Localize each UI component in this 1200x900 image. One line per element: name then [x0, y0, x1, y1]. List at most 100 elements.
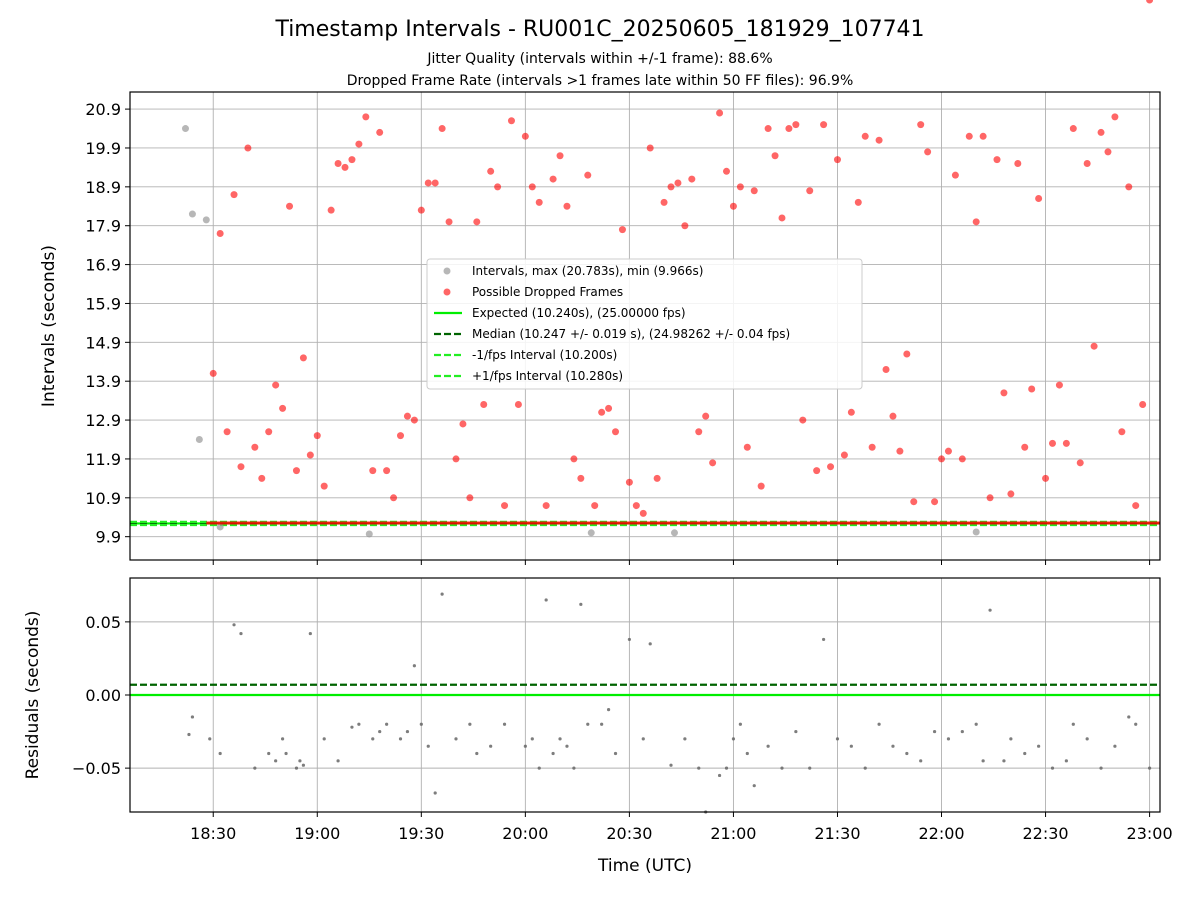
dropped-frame-point	[1069, 125, 1077, 133]
residual-point	[1002, 759, 1006, 763]
interval-point	[670, 529, 678, 537]
dropped-frame-point	[258, 474, 266, 482]
dropped-frame-point	[237, 463, 245, 471]
dropped-frame-point	[646, 144, 654, 152]
dropped-frame-point	[1055, 381, 1063, 389]
intervals-y-tick-label: 13.9	[85, 372, 121, 391]
residual-point	[724, 766, 729, 770]
dropped-frame-point	[1000, 389, 1008, 397]
dropped-frame-point	[757, 482, 765, 490]
residual-point	[412, 664, 416, 668]
dropped-frame-point	[348, 156, 356, 164]
dropped-frame-point	[320, 482, 328, 490]
legend: Intervals, max (20.783s), min (9.966s) P…	[426, 258, 863, 390]
residuals-axes-border	[129, 577, 1161, 813]
dropped-frame-point	[771, 152, 779, 160]
residual-point	[974, 722, 978, 726]
intervals-panel: 9.9 10.9 11.9 12.9 13.9 14.9 15.9 16.9 17.9 18.9 1…	[39, 0, 1161, 565]
intervals-y-tick-label: 9.9	[96, 528, 121, 547]
residual-point	[232, 623, 236, 627]
interval-point	[195, 436, 203, 444]
x-axis-label: Time (UTC)	[597, 856, 692, 876]
residual-point	[475, 751, 479, 756]
dropped-frame-point	[563, 202, 571, 210]
dropped-frame-point	[938, 455, 946, 463]
dropped-frame-point	[667, 183, 675, 191]
residual-point	[208, 737, 212, 741]
dropped-frame-point	[286, 202, 294, 210]
dropped-frame-point	[223, 428, 231, 436]
legend-entry-minus-fps: -1/fps Interval (10.200s)	[434, 348, 617, 362]
dropped-frame-point	[931, 498, 939, 506]
residual-point	[932, 729, 937, 734]
residual-point	[572, 766, 576, 770]
residual-point	[613, 751, 618, 756]
residuals-y-tick-label: 0.05	[85, 613, 121, 632]
legend-label-expected: Expected (10.240s), (25.00000 fps)	[472, 306, 686, 320]
dropped-frame-point	[1021, 443, 1029, 451]
dropped-frame-point	[410, 416, 418, 424]
residual-point	[298, 759, 302, 763]
dropped-frame-point	[889, 412, 897, 420]
residual-point	[794, 729, 798, 734]
dropped-frame-point	[965, 132, 973, 140]
residual-point	[454, 737, 458, 741]
dropped-frame-point	[799, 416, 807, 424]
dropped-frame-point	[1028, 385, 1036, 393]
residual-point	[489, 744, 493, 748]
residual-point	[849, 744, 853, 748]
dropped-frame-point	[521, 132, 529, 140]
residual-point	[988, 608, 992, 612]
dropped-frame-point	[993, 156, 1001, 164]
dropped-frame-point	[355, 140, 363, 148]
intervals-y-tick-label: 20.9	[85, 100, 121, 119]
residual-point	[544, 598, 548, 602]
dropped-frame-point	[785, 125, 793, 133]
dropped-frame-point	[618, 226, 626, 234]
dropped-frame-point	[792, 121, 800, 129]
dropped-frame-point	[861, 132, 869, 140]
dropped-frame-point	[1139, 401, 1147, 409]
intervals-x-tickmarks	[212, 560, 1151, 565]
dropped-frame-point	[951, 171, 959, 179]
dropped-frame-point	[1014, 160, 1022, 168]
legend-box	[426, 258, 863, 390]
dropped-frame-point	[445, 218, 453, 226]
residual-point	[641, 737, 645, 741]
dropped-frame-point	[494, 183, 502, 191]
residual-point	[385, 722, 389, 726]
intervals-y-axis-label: Intervals (seconds)	[39, 245, 59, 407]
dropped-frame-point	[1111, 113, 1119, 121]
dropped-frame-point	[507, 117, 515, 125]
dropped-frame-point	[265, 428, 273, 436]
x-tick-label: 23:00	[1127, 824, 1173, 843]
dropped-frame-point	[417, 206, 425, 214]
chart-subtitle-1: Jitter Quality (intervals within +/-1 fr…	[426, 51, 772, 67]
residual-point	[752, 784, 756, 788]
dropped-frame-point	[577, 474, 585, 482]
dropped-frame-point	[605, 404, 613, 412]
dropped-frame-point	[306, 451, 314, 459]
interval-point	[181, 125, 189, 133]
residuals-y-tick-label: 0.00	[85, 686, 121, 705]
dropped-frame-point	[743, 443, 751, 451]
residual-point	[301, 763, 306, 767]
dropped-frame-point	[695, 428, 703, 436]
dropped-frame-point	[778, 214, 786, 222]
residual-point	[218, 751, 222, 756]
residual-point	[551, 751, 555, 756]
residuals-y-ticks: 0.05 0.00 −0.05	[72, 613, 130, 778]
x-tick-label: 20:00	[502, 824, 548, 843]
dropped-frame-point	[376, 128, 384, 136]
residual-point	[683, 737, 687, 741]
residual-point	[426, 744, 430, 748]
dropped-frame-point	[833, 156, 841, 164]
residuals-reference-lines	[130, 683, 1160, 697]
residual-point	[239, 631, 243, 636]
dropped-frame-point	[480, 401, 488, 409]
dropped-frame-point	[625, 478, 633, 486]
residual-point	[960, 729, 964, 734]
residual-point	[586, 722, 590, 726]
residual-point	[308, 631, 312, 636]
residual-point	[738, 722, 742, 726]
